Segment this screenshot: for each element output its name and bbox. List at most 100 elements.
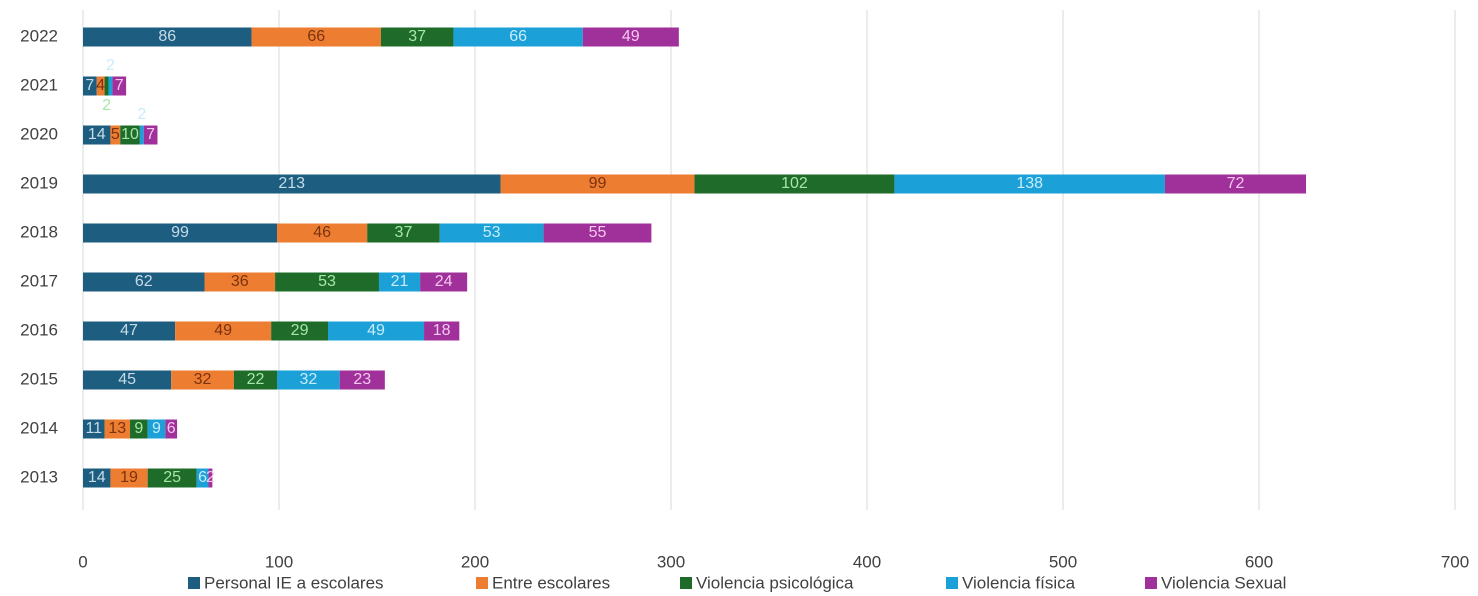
bar-segment — [380, 27, 454, 47]
data-label: 2 — [106, 57, 115, 74]
legend-swatch — [476, 577, 488, 589]
data-label: 37 — [408, 28, 426, 45]
x-tick-label: 100 — [265, 552, 293, 571]
bar-segment — [83, 468, 111, 488]
data-label: 99 — [171, 224, 189, 241]
data-label: 2 — [102, 97, 111, 114]
bar-segment — [1164, 174, 1307, 194]
data-label: 2 — [137, 106, 146, 123]
legend-swatch — [680, 577, 692, 589]
x-tick-label: 300 — [657, 552, 685, 571]
bar-segment — [110, 125, 121, 145]
bar-segment — [83, 125, 111, 145]
y-tick-label: 2021 — [20, 75, 58, 94]
data-label: 24 — [435, 273, 453, 290]
x-tick-label: 200 — [461, 552, 489, 571]
bar-segment — [204, 272, 276, 292]
bar-segment — [694, 174, 895, 194]
bar-segment — [582, 27, 679, 47]
data-label: 23 — [353, 371, 371, 388]
y-tick-label: 2015 — [20, 369, 58, 388]
bar-segment — [328, 321, 425, 341]
y-tick-label: 2022 — [20, 26, 58, 45]
data-label: 2 — [206, 469, 215, 486]
bar-segment — [420, 272, 468, 292]
data-label: 7 — [85, 77, 94, 94]
data-label: 32 — [194, 371, 212, 388]
data-label: 11 — [85, 420, 102, 437]
data-label: 5 — [111, 126, 120, 143]
bar-segment — [208, 468, 213, 488]
bar-segment — [130, 419, 148, 439]
bar-segment — [96, 76, 105, 96]
legend-label: Personal IE a escolares — [204, 573, 384, 592]
bar-segment — [233, 370, 278, 390]
data-label: 37 — [395, 224, 413, 241]
y-tick-label: 2017 — [20, 271, 58, 290]
data-label: 36 — [231, 273, 249, 290]
data-label: 21 — [391, 273, 409, 290]
bar-segment — [83, 174, 501, 194]
legend-swatch — [1145, 577, 1157, 589]
legend-label: Violencia Sexual — [1161, 573, 1286, 592]
bar-segment — [83, 272, 205, 292]
data-label: 45 — [118, 371, 136, 388]
bar-segment — [147, 419, 166, 439]
y-tick-label: 2013 — [20, 467, 58, 486]
data-label: 49 — [214, 322, 232, 339]
data-label: 7 — [146, 126, 155, 143]
x-tick-label: 400 — [853, 552, 881, 571]
legend-label: Violencia física — [962, 573, 1076, 592]
bar-segment — [277, 370, 340, 390]
bar-segment — [104, 76, 109, 96]
bar-segment — [500, 174, 695, 194]
data-label: 66 — [307, 28, 325, 45]
data-label: 9 — [134, 420, 143, 437]
data-label: 46 — [313, 224, 331, 241]
data-label: 14 — [88, 469, 106, 486]
x-tick-label: 600 — [1245, 552, 1273, 571]
bar-segment — [543, 223, 652, 243]
bar-segment — [83, 223, 278, 243]
bar-segment — [175, 321, 272, 341]
bar-segment — [277, 223, 368, 243]
bar-segment — [378, 272, 421, 292]
y-tick-label: 2016 — [20, 320, 58, 339]
bar-segment — [271, 321, 328, 341]
bar-segment — [171, 370, 234, 390]
data-label: 86 — [158, 28, 176, 45]
data-label: 55 — [589, 224, 607, 241]
bar-segment — [83, 370, 172, 390]
bar-segment — [439, 223, 544, 243]
data-label: 72 — [1227, 175, 1245, 192]
data-label: 10 — [121, 126, 139, 143]
legend-label: Entre escolares — [492, 573, 610, 592]
bar-segment — [275, 272, 379, 292]
bar-segment — [83, 27, 252, 47]
data-label: 62 — [135, 273, 153, 290]
bar-segment — [453, 27, 583, 47]
bar-segment — [367, 223, 440, 243]
bar-segment — [424, 321, 460, 341]
x-tick-label: 0 — [78, 552, 87, 571]
bar-segment — [108, 76, 113, 96]
data-label: 25 — [163, 469, 181, 486]
y-tick-label: 2020 — [20, 124, 58, 143]
data-label: 18 — [433, 322, 451, 339]
data-label: 47 — [120, 322, 138, 339]
bar-segment — [339, 370, 385, 390]
data-label: 6 — [198, 469, 207, 486]
data-label: 7 — [115, 77, 124, 94]
legend-swatch — [946, 577, 958, 589]
y-tick-label: 2014 — [20, 418, 58, 437]
bar-segment — [894, 174, 1165, 194]
bar-segment — [196, 468, 209, 488]
bar-segment — [139, 125, 144, 145]
x-tick-label: 700 — [1441, 552, 1469, 571]
data-label: 29 — [291, 322, 309, 339]
data-label: 99 — [589, 175, 607, 192]
data-label: 138 — [1016, 175, 1043, 192]
y-tick-label: 2019 — [20, 173, 58, 192]
data-label: 6 — [167, 420, 176, 437]
